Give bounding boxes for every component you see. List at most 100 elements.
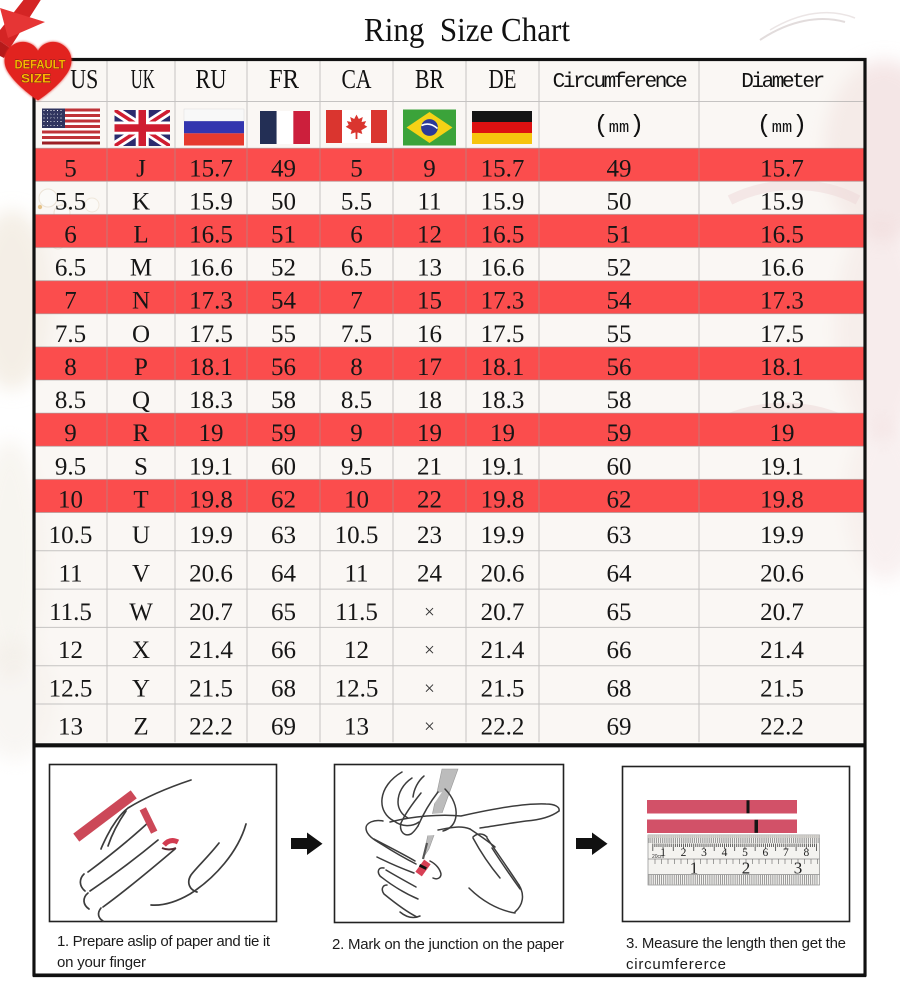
svg-text:21.5: 21.5 xyxy=(189,675,233,702)
svg-text:55: 55 xyxy=(607,321,632,348)
svg-text:16.5: 16.5 xyxy=(189,222,233,249)
svg-text:64: 64 xyxy=(607,561,633,588)
svg-text:6: 6 xyxy=(763,847,769,859)
svg-text:66: 66 xyxy=(271,637,296,664)
svg-text:9: 9 xyxy=(423,155,436,182)
svg-text:11: 11 xyxy=(58,561,82,588)
svg-text:10.5: 10.5 xyxy=(335,522,379,549)
svg-text:13: 13 xyxy=(417,255,442,282)
svg-text:20.7: 20.7 xyxy=(481,599,525,626)
svg-text:X: X xyxy=(132,637,150,664)
svg-text:12: 12 xyxy=(58,637,83,664)
svg-text:(mm): (mm) xyxy=(757,111,807,140)
svg-text:×: × xyxy=(424,717,435,738)
svg-text:16.6: 16.6 xyxy=(481,255,525,282)
svg-text:19.8: 19.8 xyxy=(481,486,525,513)
svg-text:10: 10 xyxy=(58,486,83,513)
svg-text:U: U xyxy=(132,522,150,549)
svg-text:5: 5 xyxy=(64,155,77,182)
svg-text:22.2: 22.2 xyxy=(189,714,233,741)
svg-text:T: T xyxy=(133,486,148,513)
svg-text:18.1: 18.1 xyxy=(481,354,525,381)
svg-text:56: 56 xyxy=(271,354,296,381)
svg-text:1: 1 xyxy=(690,859,699,878)
svg-text:6: 6 xyxy=(64,222,77,249)
svg-text:17.3: 17.3 xyxy=(189,288,233,315)
svg-text:49: 49 xyxy=(271,155,296,182)
svg-text:9: 9 xyxy=(350,420,363,447)
svg-text:9.5: 9.5 xyxy=(55,453,86,480)
svg-text:6.5: 6.5 xyxy=(341,255,372,282)
svg-text:54: 54 xyxy=(271,288,297,315)
svg-text:21.5: 21.5 xyxy=(760,675,804,702)
svg-text:S: S xyxy=(134,453,148,480)
svg-text:BR: BR xyxy=(415,64,444,94)
svg-text:16.6: 16.6 xyxy=(189,255,233,282)
svg-text:2: 2 xyxy=(681,847,687,859)
svg-text:19.9: 19.9 xyxy=(760,522,804,549)
svg-text:19.8: 19.8 xyxy=(189,486,233,513)
svg-text:SIZE: SIZE xyxy=(21,72,51,86)
svg-text:18.1: 18.1 xyxy=(760,354,804,381)
svg-text:Ring Size Chart: Ring Size Chart xyxy=(364,12,571,49)
svg-text:R: R xyxy=(133,420,150,447)
svg-text:9: 9 xyxy=(64,420,77,447)
svg-text:21: 21 xyxy=(417,453,442,480)
svg-text:8.5: 8.5 xyxy=(341,387,372,414)
svg-text:15.7: 15.7 xyxy=(760,155,804,182)
svg-text:62: 62 xyxy=(271,486,296,513)
svg-text:21.4: 21.4 xyxy=(481,637,525,664)
svg-text:16.5: 16.5 xyxy=(481,222,525,249)
svg-text:5.5: 5.5 xyxy=(55,188,86,215)
svg-text:24: 24 xyxy=(417,561,443,588)
svg-text:3: 3 xyxy=(701,847,707,859)
svg-text:on your finger: on your finger xyxy=(57,954,146,971)
svg-text:20.6: 20.6 xyxy=(760,561,804,588)
svg-text:22.2: 22.2 xyxy=(760,714,804,741)
svg-text:20cm: 20cm xyxy=(652,854,664,860)
svg-text:4: 4 xyxy=(722,847,728,859)
svg-text:17.5: 17.5 xyxy=(481,321,525,348)
svg-text:RU: RU xyxy=(196,64,227,94)
svg-text:N: N xyxy=(132,288,150,315)
svg-text:17.5: 17.5 xyxy=(760,321,804,348)
svg-text:5: 5 xyxy=(350,155,363,182)
svg-text:52: 52 xyxy=(607,255,632,282)
svg-text:5.5: 5.5 xyxy=(341,188,372,215)
svg-text:12.5: 12.5 xyxy=(49,675,93,702)
svg-text:22: 22 xyxy=(417,486,442,513)
svg-text:19.9: 19.9 xyxy=(481,522,525,549)
svg-text:DE: DE xyxy=(489,64,517,94)
svg-text:P: P xyxy=(134,354,148,381)
svg-text:12: 12 xyxy=(344,637,369,664)
svg-text:64: 64 xyxy=(271,561,297,588)
svg-text:7.5: 7.5 xyxy=(341,321,372,348)
svg-text:23: 23 xyxy=(417,522,442,549)
svg-text:18.3: 18.3 xyxy=(189,387,233,414)
svg-text:68: 68 xyxy=(271,675,296,702)
svg-text:18.1: 18.1 xyxy=(189,354,233,381)
svg-text:60: 60 xyxy=(607,453,632,480)
svg-text:60: 60 xyxy=(271,453,296,480)
svg-text:59: 59 xyxy=(607,420,632,447)
svg-text:59: 59 xyxy=(271,420,296,447)
svg-text:15: 15 xyxy=(417,288,442,315)
svg-text:20.6: 20.6 xyxy=(481,561,525,588)
svg-text:66: 66 xyxy=(607,637,632,664)
svg-text:54: 54 xyxy=(607,288,633,315)
svg-text:15.7: 15.7 xyxy=(189,155,233,182)
svg-text:J: J xyxy=(136,155,146,182)
svg-text:52: 52 xyxy=(271,255,296,282)
svg-text:18.3: 18.3 xyxy=(481,387,525,414)
svg-text:11: 11 xyxy=(417,188,441,215)
svg-text:Q: Q xyxy=(132,387,150,414)
svg-text:11.5: 11.5 xyxy=(49,599,92,626)
svg-text:19.1: 19.1 xyxy=(189,453,233,480)
svg-text:DEFAULT: DEFAULT xyxy=(15,58,67,72)
svg-text:8: 8 xyxy=(804,847,810,859)
svg-text:3: 3 xyxy=(794,859,803,878)
svg-text:19.9: 19.9 xyxy=(189,522,233,549)
svg-text:63: 63 xyxy=(607,522,632,549)
svg-text:19.1: 19.1 xyxy=(760,453,804,480)
svg-text:6: 6 xyxy=(350,222,363,249)
